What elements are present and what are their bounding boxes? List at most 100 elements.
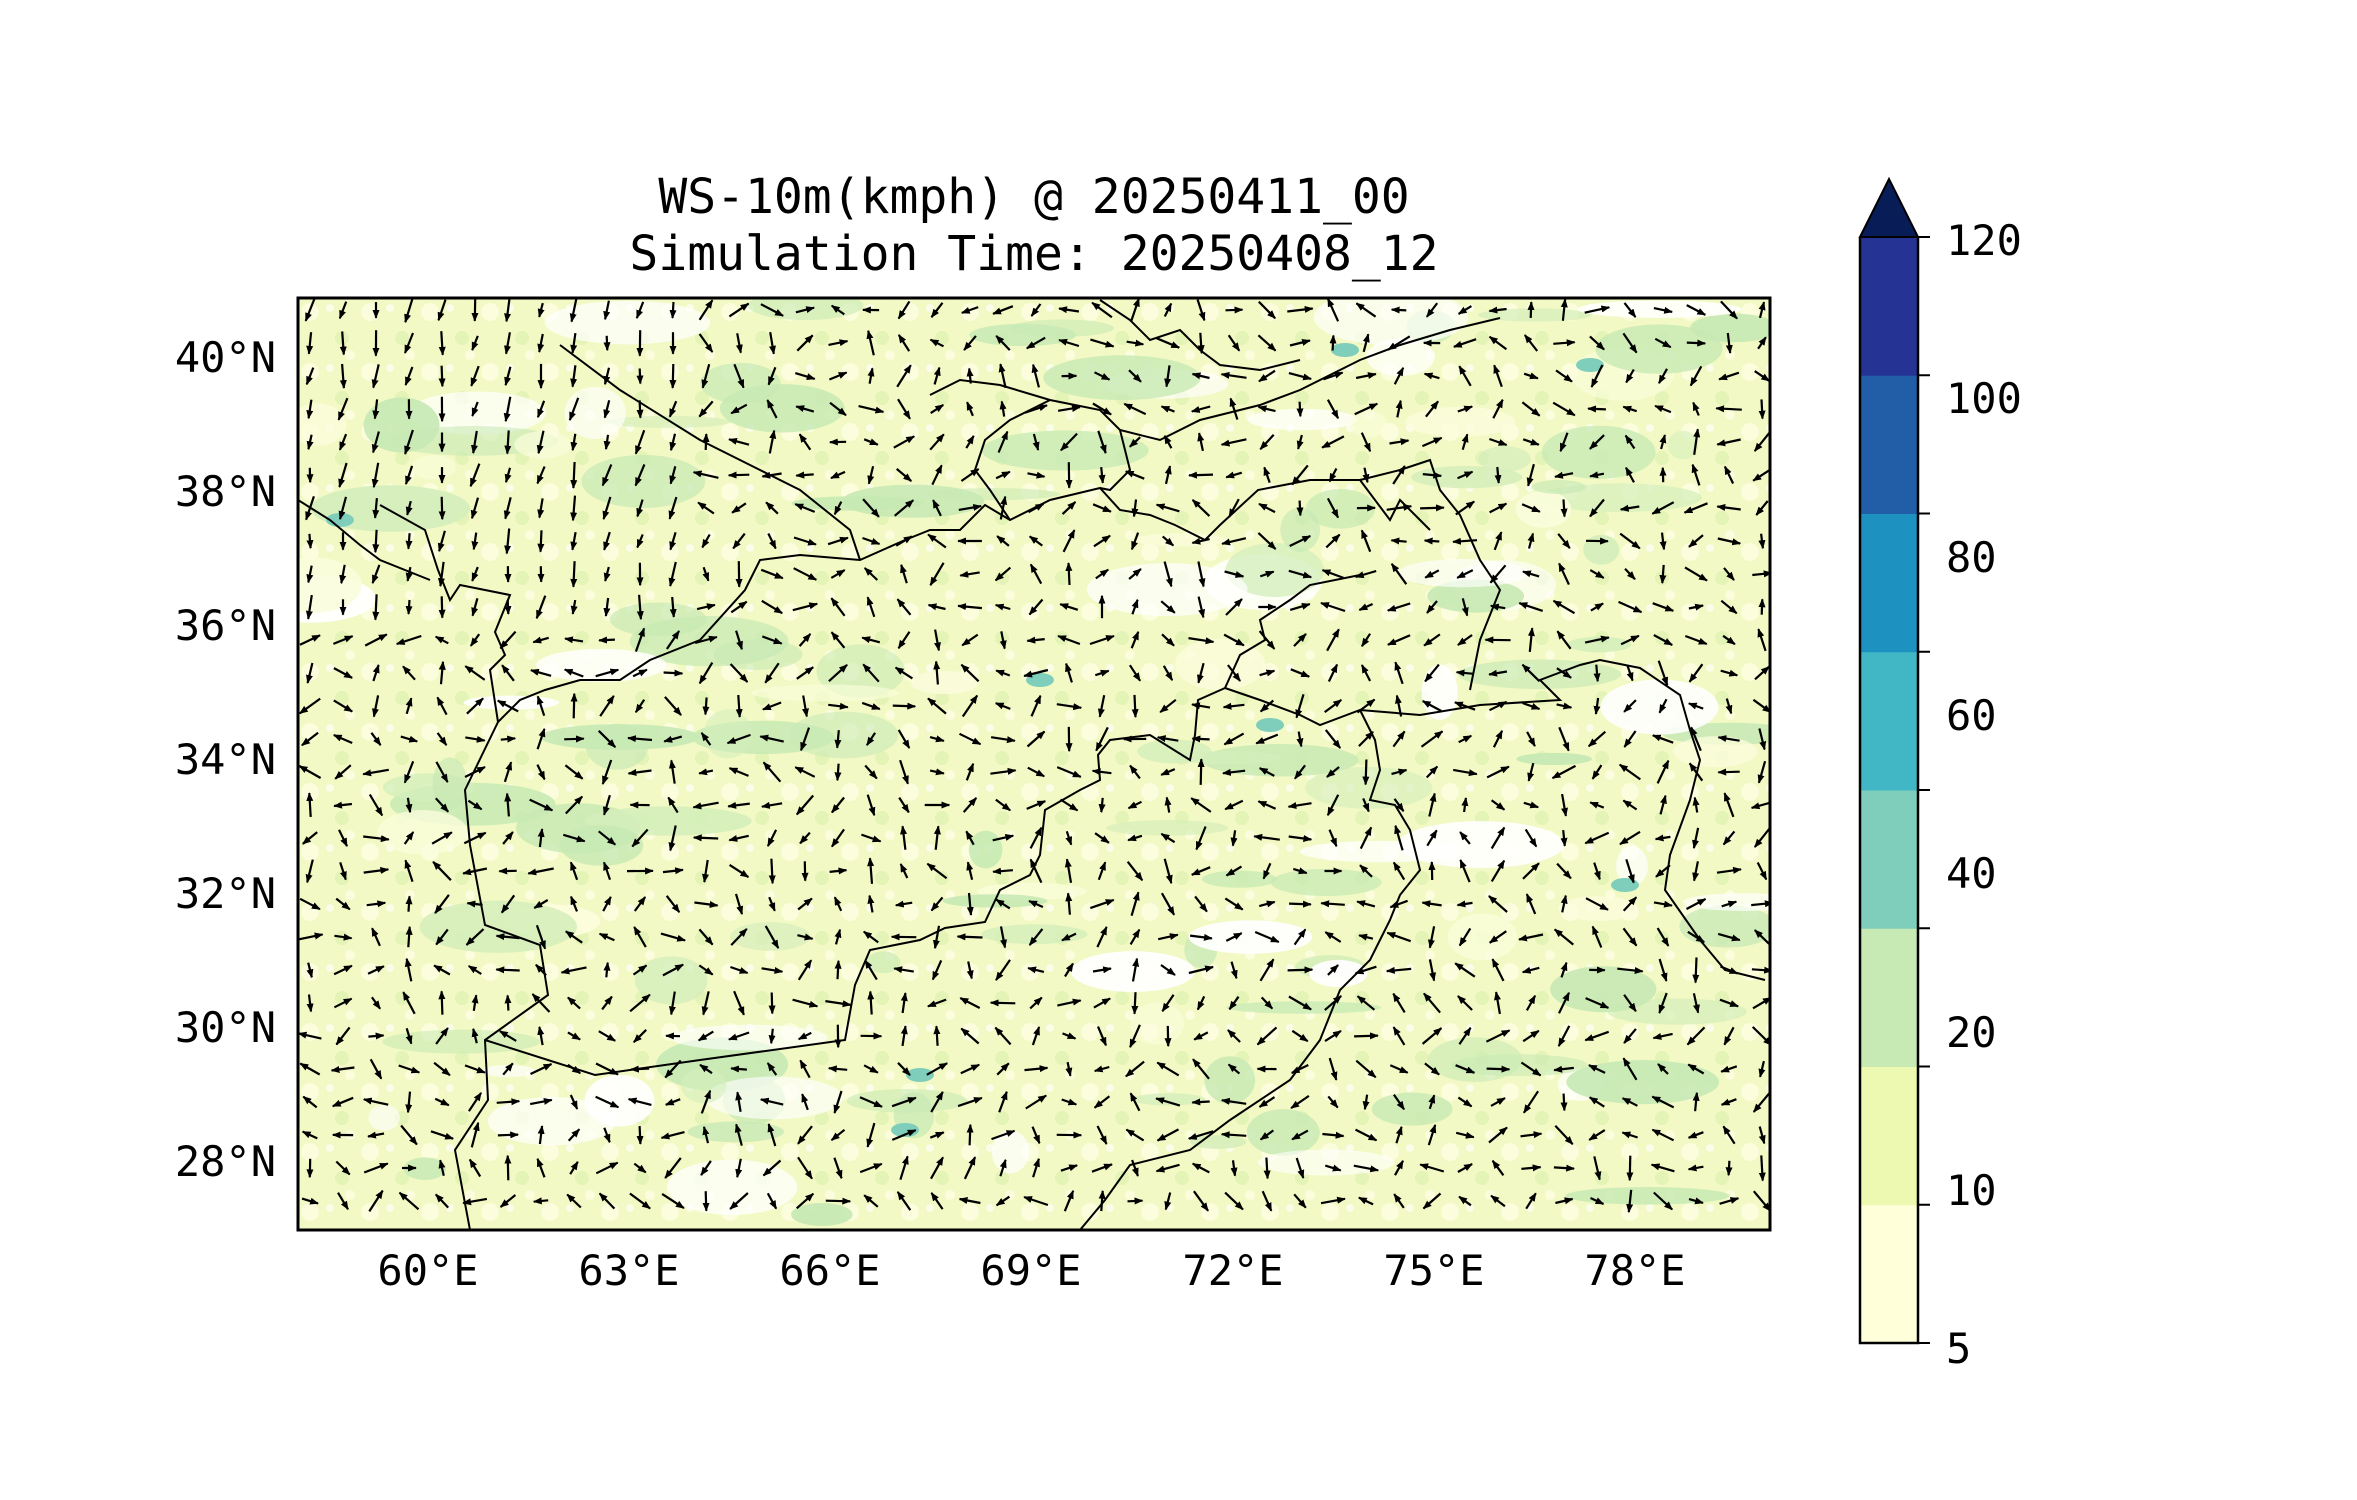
wind-arrow (471, 566, 479, 582)
wind-arrow (933, 366, 941, 385)
speed-patch (1188, 920, 1313, 954)
speed-patch (1667, 430, 1699, 460)
wind-arrow (1457, 995, 1473, 1011)
wind-arrow (1255, 733, 1279, 745)
wind-arrow (702, 859, 709, 883)
wind-arrow (761, 599, 783, 615)
wind-arrow (470, 365, 480, 387)
speed-patch (403, 1157, 447, 1181)
wind-arrow (994, 1026, 1012, 1046)
wind-arrow (1292, 867, 1308, 875)
wind-arrow (1288, 372, 1312, 381)
wind-arrow (1096, 926, 1108, 948)
wind-arrow (495, 966, 520, 974)
wind-arrow (467, 799, 483, 811)
speed-patch (1428, 1037, 1523, 1082)
lon-tick-label: 75°E (1383, 1246, 1484, 1295)
wind-arrow (337, 397, 349, 421)
wind-arrow (669, 433, 677, 452)
wind-arrow (1686, 1026, 1706, 1046)
speed-patch (1070, 951, 1196, 992)
wind-arrow (1225, 306, 1244, 314)
wind-arrow (830, 597, 846, 617)
wind-arrow (1559, 432, 1569, 453)
wind-arrow (1391, 768, 1408, 776)
wind-arrow (1029, 563, 1043, 585)
wind-arrow (339, 363, 347, 389)
wind-arrow (1191, 499, 1211, 517)
wind-arrow (471, 1027, 479, 1044)
wind-arrow (471, 994, 479, 1011)
wind-arrow (834, 928, 842, 945)
wind-arrow (629, 993, 651, 1013)
wind-arrow (1356, 698, 1376, 714)
wind-arrow (633, 896, 647, 912)
wind-arrow (966, 961, 974, 980)
wind-arrow (1524, 828, 1538, 848)
wind-arrow (1224, 799, 1244, 811)
wind-arrow (1461, 433, 1469, 451)
wind-arrow (1362, 333, 1370, 353)
wind-arrow (1190, 866, 1211, 876)
speed-patch (730, 922, 811, 951)
wind-arrow (332, 733, 353, 745)
wind-arrow (1131, 957, 1140, 982)
wind-arrow (535, 595, 547, 620)
wind-arrow (1620, 634, 1640, 646)
wind-arrow (1191, 372, 1210, 380)
wind-arrow (1725, 698, 1733, 715)
wind-arrow (603, 367, 611, 386)
wind-arrow (504, 467, 512, 484)
wind-arrow (1386, 602, 1411, 612)
speed-patch (368, 1104, 400, 1131)
wind-arrow (1457, 305, 1472, 315)
wind-arrow (1687, 702, 1704, 710)
wind-arrow (433, 964, 451, 976)
wind-arrow (1625, 368, 1635, 384)
wind-arrow (602, 861, 612, 881)
wind-arrow (1553, 1164, 1575, 1172)
wind-arrow (370, 732, 382, 746)
wind-arrow (665, 895, 681, 913)
wind-arrow (1717, 768, 1740, 776)
wind-arrow (700, 732, 712, 746)
wind-arrow (339, 564, 347, 585)
wind-arrow (306, 533, 314, 549)
wind-arrow (1056, 703, 1083, 711)
wind-arrow (497, 699, 519, 713)
wind-arrow (334, 933, 353, 941)
wind-arrow (995, 959, 1011, 981)
wind-arrow (1623, 302, 1637, 318)
wind-arrow (926, 862, 948, 880)
wind-arrow (1058, 306, 1080, 314)
speed-patch (968, 830, 1003, 869)
wind-arrow (1395, 694, 1403, 717)
lon-tick-label: 66°E (779, 1246, 880, 1295)
border-caspian-coast (298, 499, 431, 581)
speed-patch-high (1256, 718, 1284, 732)
wind-arrow (403, 760, 415, 784)
wind-arrow (900, 992, 908, 1014)
wind-arrow (1555, 369, 1573, 383)
wind-arrow (372, 399, 380, 420)
wind-arrow (1031, 363, 1040, 388)
speed-patch (1086, 563, 1248, 617)
wind-arrow (1653, 634, 1673, 646)
wind-arrow (371, 431, 380, 454)
wind-arrow (1157, 933, 1179, 941)
wind-arrow (1057, 998, 1082, 1007)
speed-patch (410, 454, 456, 480)
wind-arrow (1426, 600, 1438, 614)
wind-arrow (898, 797, 910, 814)
wind-arrow (1124, 470, 1145, 480)
wind-arrow (1423, 633, 1441, 647)
wind-arrow (893, 499, 915, 517)
wind-arrow (333, 997, 353, 1009)
wind-arrow (497, 1131, 519, 1139)
wind-arrow (1163, 302, 1173, 317)
wind-arrow (436, 732, 448, 746)
wind-arrow (565, 795, 583, 815)
wind-arrow (1094, 371, 1111, 381)
wind-arrow (305, 594, 313, 620)
wind-arrow (1688, 663, 1704, 683)
